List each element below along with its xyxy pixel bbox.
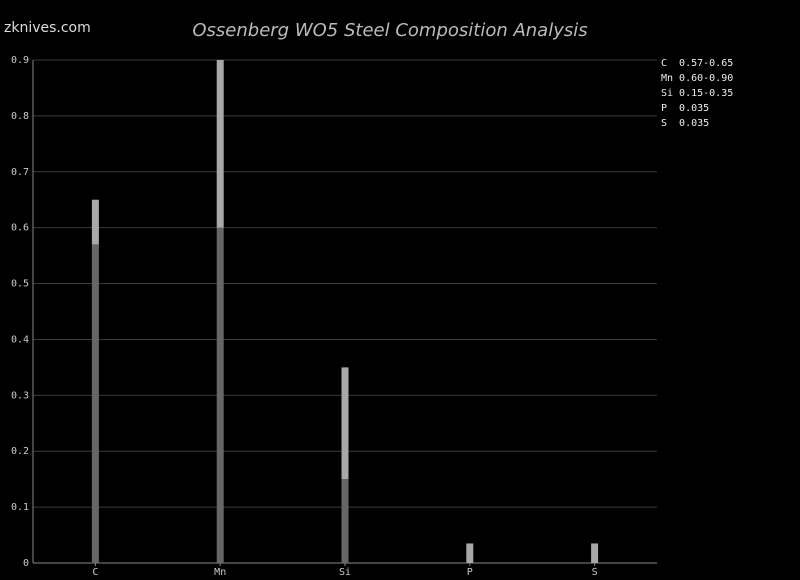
x-tick-label: Si — [339, 567, 351, 578]
bar-low — [216, 227, 224, 563]
legend-entry: P 0.035 — [661, 103, 709, 114]
y-tick-label: 0.2 — [11, 446, 29, 457]
y-tick-label: 0.3 — [11, 390, 29, 401]
legend-entry: Mn 0.60-0.90 — [661, 73, 733, 84]
bar-range — [466, 543, 474, 563]
y-tick-label: 0.7 — [11, 167, 29, 178]
y-tick-label: 0 — [23, 558, 29, 569]
x-tick-label: C — [92, 567, 98, 578]
legend-entry: C 0.57-0.65 — [661, 58, 733, 69]
bar-range — [591, 543, 599, 563]
x-tick-label: Mn — [214, 567, 226, 578]
bar-low — [341, 479, 349, 563]
legend-entry: Si 0.15-0.35 — [661, 88, 733, 99]
watermark: zknives.com — [4, 20, 91, 36]
x-tick-label: P — [467, 567, 473, 578]
y-tick-label: 0.9 — [11, 55, 29, 66]
y-tick-label: 0.8 — [11, 111, 29, 122]
y-tick-label: 0.6 — [11, 223, 29, 234]
bar-range — [341, 367, 349, 480]
legend-entry: S 0.035 — [661, 118, 709, 129]
bar-range — [216, 60, 224, 228]
chart-title: Ossenberg WO5 Steel Composition Analysis — [192, 20, 587, 41]
bar-range — [91, 199, 99, 245]
y-tick-label: 0.1 — [11, 502, 29, 513]
y-tick-label: 0.4 — [11, 334, 29, 345]
y-tick-label: 0.5 — [11, 279, 29, 290]
bar-low — [91, 244, 99, 563]
x-tick-label: S — [592, 567, 598, 578]
